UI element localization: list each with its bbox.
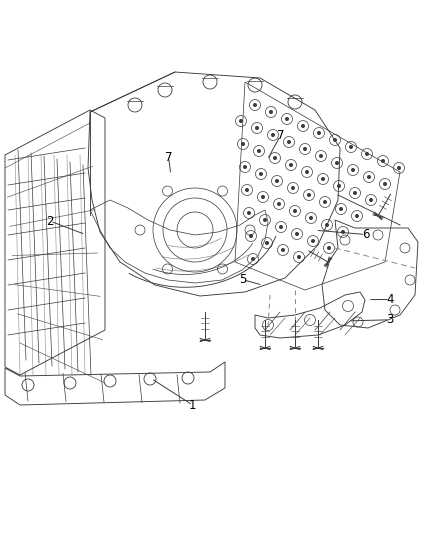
Circle shape — [293, 209, 297, 213]
Circle shape — [243, 165, 247, 169]
Circle shape — [291, 186, 295, 190]
Text: 3: 3 — [386, 313, 393, 326]
Circle shape — [341, 230, 345, 234]
Circle shape — [269, 110, 273, 114]
Circle shape — [353, 191, 357, 195]
Circle shape — [249, 234, 253, 238]
Text: 4: 4 — [386, 293, 394, 306]
Circle shape — [289, 163, 293, 167]
Circle shape — [317, 131, 321, 135]
Circle shape — [265, 241, 269, 245]
Text: 5: 5 — [240, 273, 247, 286]
Circle shape — [327, 246, 331, 250]
Circle shape — [369, 198, 373, 202]
Circle shape — [261, 195, 265, 199]
Circle shape — [339, 207, 343, 211]
Circle shape — [277, 202, 281, 206]
Circle shape — [273, 156, 277, 160]
Circle shape — [381, 159, 385, 163]
Circle shape — [305, 170, 309, 174]
Circle shape — [279, 225, 283, 229]
Circle shape — [365, 152, 369, 156]
Circle shape — [367, 175, 371, 179]
Circle shape — [355, 214, 359, 218]
Circle shape — [251, 257, 255, 261]
Circle shape — [255, 126, 259, 130]
Circle shape — [309, 216, 313, 220]
Circle shape — [287, 140, 291, 144]
Circle shape — [321, 177, 325, 181]
Circle shape — [295, 232, 299, 236]
Circle shape — [383, 182, 387, 186]
Text: 7: 7 — [276, 130, 284, 142]
Circle shape — [325, 223, 329, 227]
Circle shape — [323, 200, 327, 204]
Circle shape — [259, 172, 263, 176]
Circle shape — [281, 248, 285, 252]
Circle shape — [337, 184, 341, 188]
Circle shape — [247, 211, 251, 215]
Circle shape — [319, 154, 323, 158]
Circle shape — [253, 103, 257, 107]
Circle shape — [263, 218, 267, 222]
Circle shape — [303, 147, 307, 151]
Text: 6: 6 — [362, 228, 370, 241]
Circle shape — [239, 119, 243, 123]
Circle shape — [257, 149, 261, 153]
Circle shape — [311, 239, 315, 243]
Circle shape — [285, 117, 289, 121]
Circle shape — [245, 188, 249, 192]
Text: 1: 1 — [189, 399, 197, 411]
Circle shape — [349, 145, 353, 149]
Circle shape — [271, 133, 275, 137]
Circle shape — [241, 142, 245, 146]
Circle shape — [307, 193, 311, 197]
Circle shape — [397, 166, 401, 170]
Circle shape — [301, 124, 305, 128]
Circle shape — [351, 168, 355, 172]
Circle shape — [297, 255, 301, 259]
Text: 2: 2 — [46, 215, 54, 228]
Circle shape — [333, 138, 337, 142]
Text: 7: 7 — [165, 151, 173, 164]
Circle shape — [275, 179, 279, 183]
Circle shape — [335, 161, 339, 165]
